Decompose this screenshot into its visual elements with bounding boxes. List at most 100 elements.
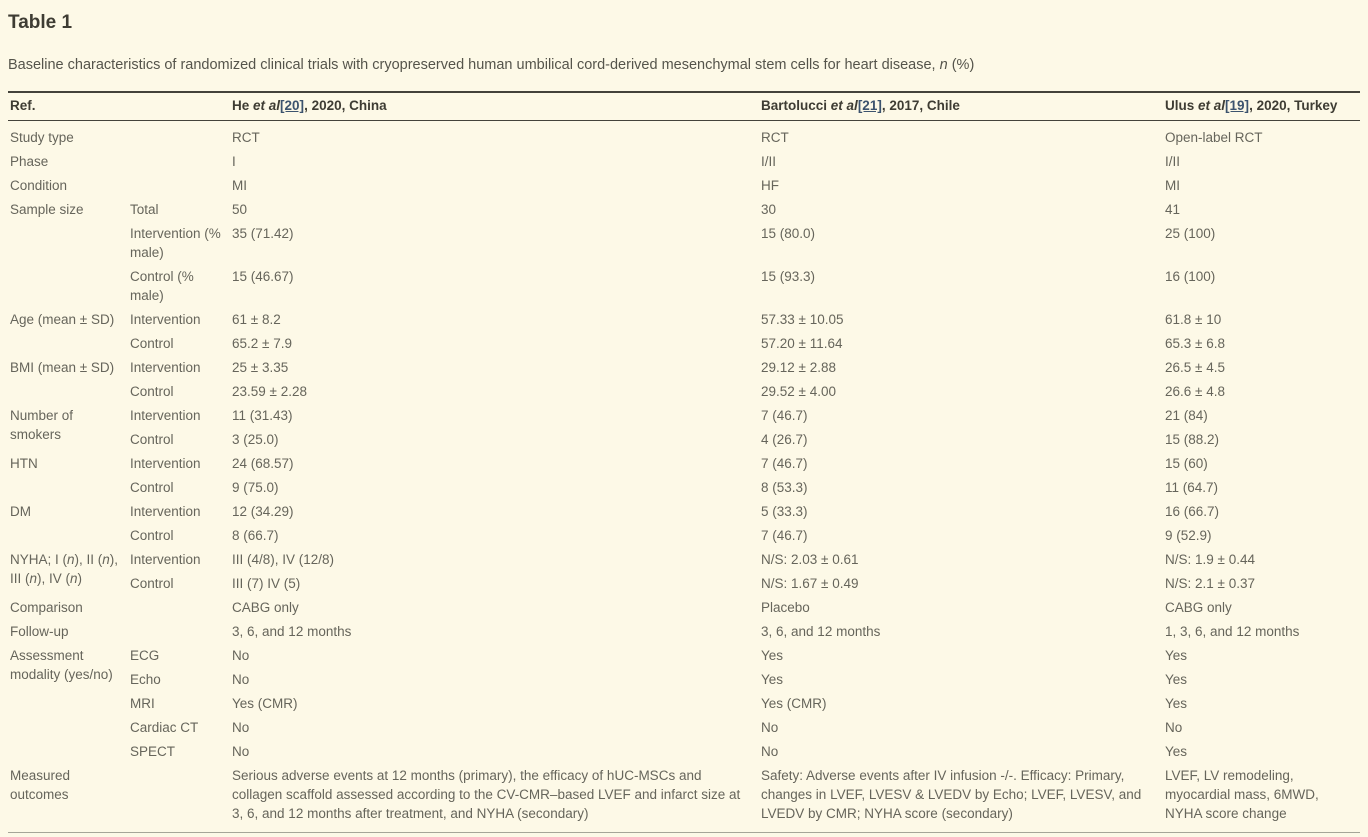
study-author: Bartolucci <box>761 98 831 113</box>
table-cell-study-2: 30 <box>761 202 777 217</box>
table-row: MRI Yes (CMR) Yes (CMR) Yes <box>8 692 1360 716</box>
row-label: Age (mean ± SD) <box>10 312 115 327</box>
row-label: Condition <box>10 178 68 193</box>
row-label: Study type <box>10 130 74 145</box>
study-year-country: , 2020, Turkey <box>1249 98 1338 113</box>
col-header-study-ulus: Ulus et al[19], 2020, Turkey <box>1165 92 1361 121</box>
row-sublabel: Control <box>130 576 174 591</box>
table-cell-study-1: 8 (66.7) <box>232 528 279 543</box>
row-sublabel <box>130 150 232 174</box>
table-cell-study-1: 9 (75.0) <box>232 480 279 495</box>
row-label: Phase <box>10 154 49 169</box>
row-sublabel <box>130 596 232 620</box>
row-sublabel: Control <box>130 528 174 543</box>
table-cell-study-1: 61 ± 8.2 <box>232 312 281 327</box>
table-cell-study-2: 29.12 ± 2.88 <box>761 360 836 375</box>
row-sublabel: SPECT <box>130 744 176 759</box>
row-label: Assessment modality (yes/no) <box>10 648 113 682</box>
table-cell-study-2: 7 (46.7) <box>761 456 808 471</box>
table-cell-study-3: 61.8 ± 10 <box>1165 312 1222 327</box>
table-row: Control 23.59 ± 2.28 29.52 ± 4.00 26.6 ± 4.… <box>8 380 1360 404</box>
table-cell-study-3: 11 (64.7) <box>1165 480 1219 495</box>
table-cell-study-1: III (7) IV (5) <box>232 576 301 591</box>
row-sublabel: Intervention <box>130 312 201 327</box>
table-cell-study-2: 7 (46.7) <box>761 408 808 423</box>
table-cell-study-1: No <box>232 720 250 735</box>
table-cell-study-3: N/S: 2.1 ± 0.37 <box>1165 576 1255 591</box>
table-row: Follow-up 3, 6, and 12 months 3, 6, and 12… <box>8 620 1360 644</box>
table-cell-study-2: 7 (46.7) <box>761 528 808 543</box>
table-cell-study-1: Yes (CMR) <box>232 696 298 711</box>
table-row: Assessment modality (yes/no) ECG No Yes Yes <box>8 644 1360 682</box>
table-cell-study-2: 5 (33.3) <box>761 504 808 519</box>
header-row: Ref. He et al[20], 2020, China Bartolucc… <box>8 92 1361 121</box>
table-cell-study-1: RCT <box>232 130 260 145</box>
study-author: Ulus <box>1165 98 1199 113</box>
row-sublabel: Intervention (% male) <box>130 226 221 260</box>
row-label: Follow-up <box>10 624 69 639</box>
row-sublabel: Intervention <box>130 360 201 375</box>
table-cell-study-1: Serious adverse events at 12 months (pri… <box>232 768 741 821</box>
row-label: Comparison <box>10 600 83 615</box>
table-cell-study-3: I/II <box>1165 154 1181 169</box>
table-row: Cardiac CT No No No <box>8 716 1360 740</box>
reference-link[interactable]: [19] <box>1225 98 1250 113</box>
table-cell-study-2: N/S: 1.67 ± 0.49 <box>761 576 859 591</box>
row-sublabel: Intervention <box>130 456 201 471</box>
caption-text: Baseline characteristics of randomized c… <box>8 57 940 73</box>
table-cell-study-3: Yes <box>1165 744 1188 759</box>
table-row: Control (% male) 15 (46.67) 15 (93.3) 16 (1… <box>8 265 1360 308</box>
table-cell-study-1: 25 ± 3.35 <box>232 360 289 375</box>
reference-link[interactable]: [20] <box>280 98 305 113</box>
row-label: DM <box>10 504 31 519</box>
table-cell-study-3: 9 (52.9) <box>1165 528 1212 543</box>
table-row: Condition MI HF MI <box>8 174 1360 198</box>
table-cell-study-1: 12 (34.29) <box>232 504 294 519</box>
table-cell-study-3: 15 (88.2) <box>1165 432 1220 447</box>
caption-italic-n: n <box>939 57 948 73</box>
table-row: DM Intervention 12 (34.29) 5 (33.3) 16 (66.7… <box>8 500 1360 524</box>
table-cell-study-2: 57.20 ± 11.64 <box>761 336 843 351</box>
table-title: Table 1 <box>8 12 73 33</box>
table-cell-study-1: III (4/8), IV (12/8) <box>232 552 335 567</box>
table-cell-study-1: 65.2 ± 7.9 <box>232 336 292 351</box>
table-row: Control III (7) IV (5) N/S: 1.67 ± 0.49 N/S… <box>8 572 1360 596</box>
row-sublabel: Echo <box>130 672 161 687</box>
table-cell-study-2: No <box>761 720 779 735</box>
table-cell-study-1: 15 (46.67) <box>232 269 294 284</box>
et-al: et al <box>830 98 858 113</box>
table-cell-study-2: Yes <box>761 672 784 687</box>
table-cell-study-1: No <box>232 672 250 687</box>
table-cell-study-3: CABG only <box>1165 600 1232 615</box>
study-year-country: , 2020, China <box>304 98 387 113</box>
table-cell-study-3: 15 (60) <box>1165 456 1208 471</box>
table-cell-study-3: 65.3 ± 6.8 <box>1165 336 1225 351</box>
table-cell-study-2: No <box>761 744 779 759</box>
table-cell-study-2: Safety: Adverse events after IV infusion… <box>761 768 1142 821</box>
table-row: Age (mean ± SD) Intervention 61 ± 8.2 57.33… <box>8 308 1360 332</box>
table-cell-study-1: 3, 6, and 12 months <box>232 624 352 639</box>
col-header-study-bartolucci: Bartolucci et al[21], 2017, Chile <box>761 92 1166 121</box>
col-header-ref: Ref. <box>8 92 233 121</box>
table-cell-study-3: 1, 3, 6, and 12 months <box>1165 624 1300 639</box>
row-sublabel: ECG <box>130 648 160 663</box>
table-cell-study-3: 26.5 ± 4.5 <box>1165 360 1225 375</box>
table-cell-study-3: 21 (84) <box>1165 408 1208 423</box>
table-cell-study-2: N/S: 2.03 ± 0.61 <box>761 552 859 567</box>
row-sublabel: Control <box>130 432 174 447</box>
table-cell-study-2: 4 (26.7) <box>761 432 808 447</box>
table-row: Control 9 (75.0) 8 (53.3) 11 (64.7) <box>8 476 1360 500</box>
table-row: Study type RCT RCT Open-label RCT <box>8 121 1360 151</box>
caption-suffix: (%) <box>947 57 975 73</box>
table-cell-study-2: RCT <box>761 130 789 145</box>
table-cell-study-3: MI <box>1165 178 1181 193</box>
row-label: Measured outcomes <box>10 768 71 802</box>
reference-link[interactable]: [21] <box>857 98 882 113</box>
table-cell-study-3: 26.6 ± 4.8 <box>1165 384 1225 399</box>
table-cell-study-1: 35 (71.42) <box>232 226 294 241</box>
et-al: et al <box>1198 98 1226 113</box>
row-sublabel: Control (% male) <box>130 269 194 303</box>
table-row: Sample size Total 50 30 41 <box>8 198 1360 222</box>
row-label: Sample size <box>10 202 84 217</box>
